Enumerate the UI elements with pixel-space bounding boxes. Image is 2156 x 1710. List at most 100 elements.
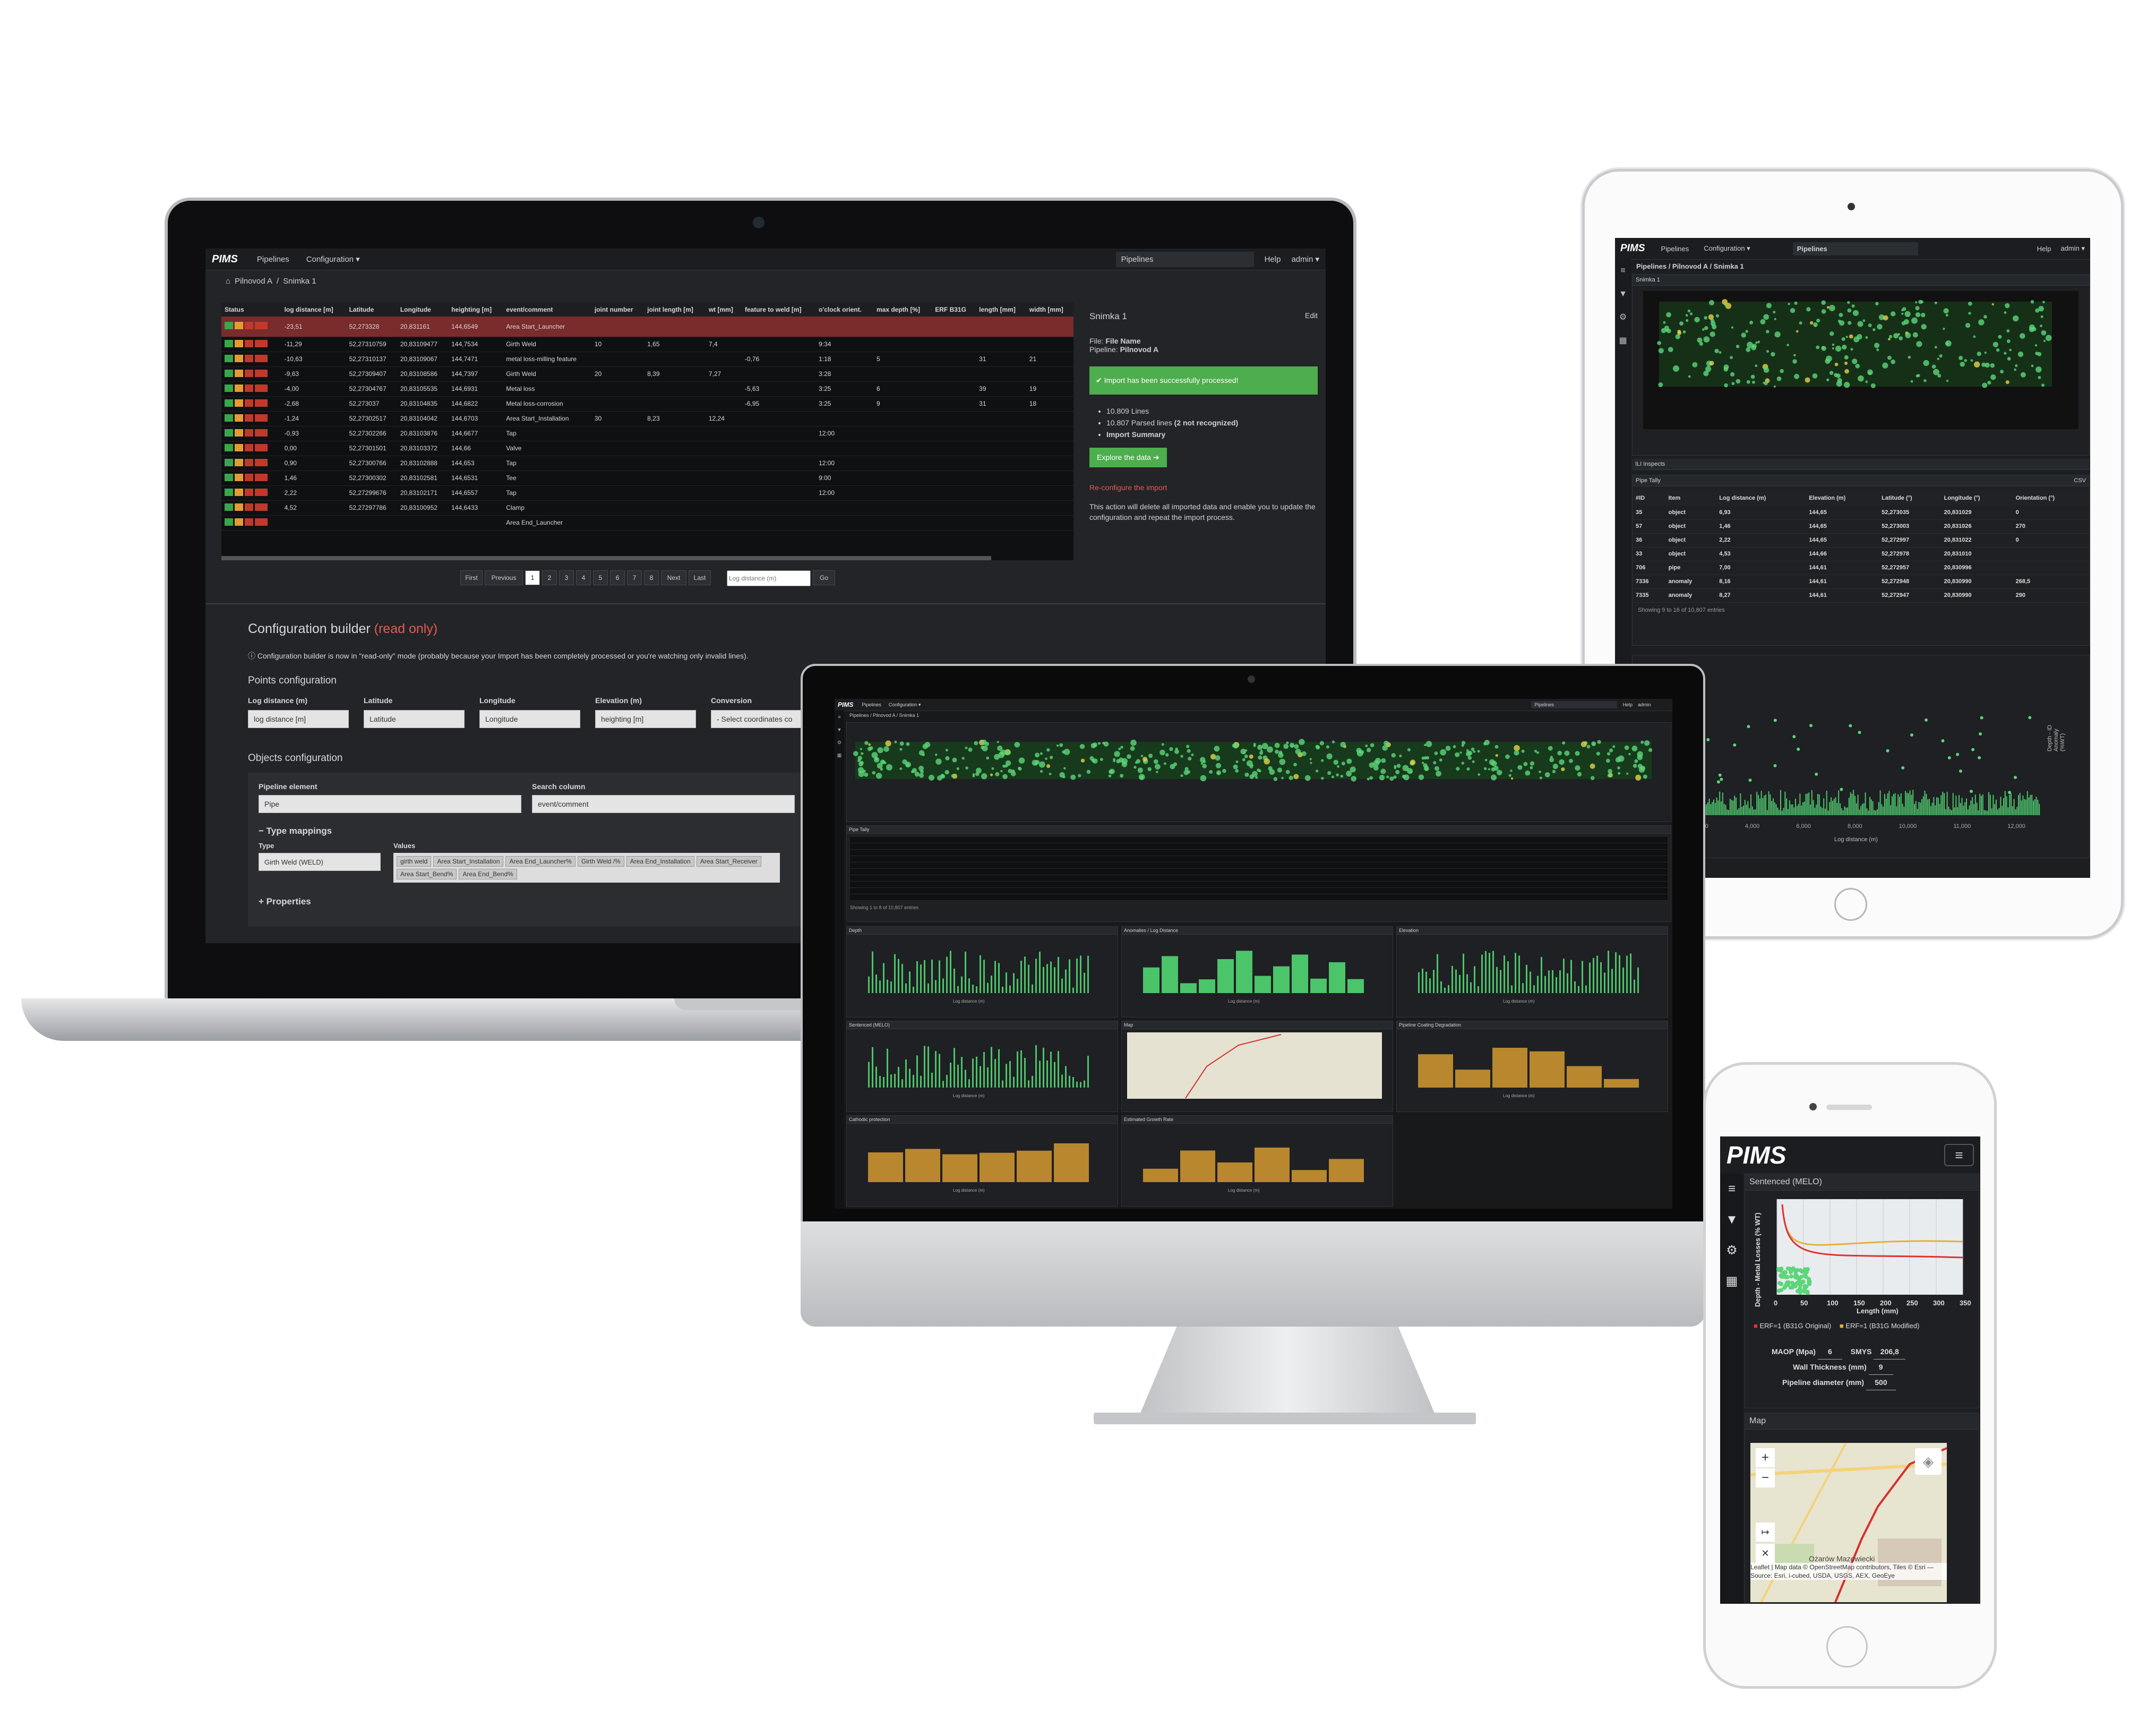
anomaly-point[interactable] (1467, 756, 1472, 760)
anomaly-point[interactable] (1785, 1266, 1790, 1271)
anomaly-point[interactable] (1725, 303, 1732, 309)
anomaly-point[interactable] (1960, 362, 1965, 367)
anomaly-point[interactable] (1258, 755, 1262, 760)
anomaly-point[interactable] (1904, 311, 1911, 318)
anomaly-point[interactable] (1059, 743, 1063, 747)
anomaly-point[interactable] (918, 765, 924, 771)
status-flag-icon[interactable] (225, 473, 233, 481)
depth-point[interactable] (1773, 719, 1777, 722)
anomaly-point[interactable] (1882, 362, 1888, 369)
close-icon[interactable]: ✕ (1756, 1544, 1775, 1563)
anomaly-point[interactable] (880, 767, 883, 771)
anomaly-point[interactable] (1356, 750, 1363, 757)
anomaly-point[interactable] (1847, 308, 1852, 313)
legend-modified[interactable]: ■ ERF=1 (B31G Modified) (1839, 1322, 1920, 1330)
anomaly-point[interactable] (1294, 744, 1299, 749)
anomaly-point[interactable] (1990, 363, 1995, 368)
anomaly-point[interactable] (1688, 375, 1691, 378)
anomaly-point[interactable] (1789, 1274, 1793, 1279)
anomaly-point[interactable] (1799, 1275, 1803, 1279)
column-header[interactable]: length [mm] (979, 306, 1016, 313)
anomaly-point[interactable] (919, 773, 924, 778)
anomaly-point[interactable] (1923, 379, 1927, 382)
anomaly-point[interactable] (1494, 745, 1499, 749)
status-flag-icon[interactable] (255, 384, 268, 392)
anomaly-point[interactable] (1455, 752, 1460, 757)
anomaly-point[interactable] (1249, 754, 1253, 759)
filter-icon[interactable]: ▼ (1619, 289, 1627, 298)
anomaly-point[interactable] (1337, 765, 1339, 768)
import-summary-link[interactable]: Import Summary (1106, 429, 1318, 440)
anomaly-point[interactable] (1862, 319, 1866, 322)
anomaly-point[interactable] (1889, 335, 1893, 338)
values-tags[interactable]: girth weld Area Start_Installation Area En… (393, 853, 780, 883)
depth-point[interactable] (2014, 775, 2017, 779)
anomaly-point[interactable] (1108, 774, 1112, 777)
anomaly-point[interactable] (1215, 755, 1221, 761)
anomaly-point[interactable] (1978, 319, 1985, 326)
anomaly-point[interactable] (1259, 751, 1264, 755)
anomaly-point[interactable] (1407, 768, 1413, 774)
anomaly-point[interactable] (2020, 372, 2026, 378)
anomaly-point[interactable] (1806, 307, 1811, 312)
anomaly-point[interactable] (1465, 751, 1471, 757)
anomaly-point[interactable] (872, 771, 876, 775)
status-flag-icon[interactable] (255, 503, 268, 511)
column-header[interactable]: Orientation (°) (2015, 495, 2055, 501)
anomaly-point[interactable] (1788, 1285, 1793, 1290)
anomaly-point[interactable] (1915, 306, 1920, 311)
anomaly-point[interactable] (1779, 1288, 1784, 1293)
status-flag-icon[interactable] (235, 369, 243, 377)
points-select[interactable]: Longitude (479, 710, 580, 728)
anomaly-point[interactable] (1488, 768, 1490, 771)
anomaly-point[interactable] (1987, 381, 1991, 385)
anomaly-point[interactable] (1456, 767, 1460, 771)
anomaly-point[interactable] (871, 752, 878, 758)
anomaly-point[interactable] (2015, 364, 2018, 367)
depth-point[interactable] (1706, 738, 1710, 741)
anomaly-point[interactable] (1491, 767, 1496, 772)
anomaly-point[interactable] (1796, 330, 1799, 333)
anomaly-point[interactable] (1771, 352, 1775, 357)
anomaly-point[interactable] (2030, 300, 2034, 304)
anomaly-point[interactable] (1049, 756, 1053, 759)
anomaly-point[interactable] (1127, 754, 1131, 759)
layers-icon[interactable]: ▦ (837, 753, 842, 758)
column-header[interactable]: o'clock orient. (819, 306, 862, 313)
depth-point[interactable] (1858, 731, 1861, 734)
anomaly-point[interactable] (1575, 765, 1581, 771)
search-column-select[interactable]: event/comment (532, 795, 795, 813)
status-flag-icon[interactable] (255, 488, 268, 496)
table-row[interactable]: 0,90 52,27300766 20,83102888 144,653 Tap 12:0… (221, 456, 1073, 471)
status-flag-icon[interactable] (245, 429, 253, 437)
depth-point[interactable] (1718, 773, 1722, 777)
pipelines-select[interactable]: Pipelines (1115, 251, 1254, 267)
anomaly-point[interactable] (1832, 343, 1835, 346)
anomaly-point[interactable] (1440, 749, 1447, 756)
anomaly-point[interactable] (1186, 745, 1190, 748)
anomaly-point[interactable] (965, 766, 968, 769)
status-flag-icon[interactable] (245, 488, 253, 496)
anomaly-point[interactable] (1148, 754, 1153, 758)
anomaly-point[interactable] (1407, 748, 1411, 751)
anomaly-point[interactable] (860, 748, 862, 750)
anomaly-point[interactable] (1992, 341, 1999, 348)
menu-icon[interactable]: ≡ (1728, 1182, 1736, 1196)
table-row[interactable]: -4,00 52,27304767 20,83105535 144,6931 Metal… (221, 381, 1073, 396)
anomaly-point[interactable] (1180, 755, 1183, 758)
anomaly-point[interactable] (1277, 767, 1282, 773)
anomaly-point[interactable] (1006, 750, 1011, 755)
anomaly-point[interactable] (1946, 379, 1949, 382)
anomaly-point[interactable] (1293, 763, 1297, 767)
anomaly-point[interactable] (1434, 751, 1438, 755)
column-header[interactable]: Longitude (°) (1944, 495, 1980, 501)
anomaly-point[interactable] (1333, 759, 1338, 765)
column-header[interactable]: Elevation (m) (1809, 495, 1846, 501)
anomaly-point[interactable] (1687, 309, 1691, 313)
anomaly-point[interactable] (1807, 1281, 1811, 1286)
depth-point[interactable] (1959, 769, 1962, 773)
anomaly-point[interactable] (910, 770, 914, 773)
anomaly-point[interactable] (1327, 771, 1332, 775)
anomaly-point[interactable] (1813, 322, 1818, 327)
nav-configuration[interactable]: Configuration ▾ (888, 702, 921, 707)
